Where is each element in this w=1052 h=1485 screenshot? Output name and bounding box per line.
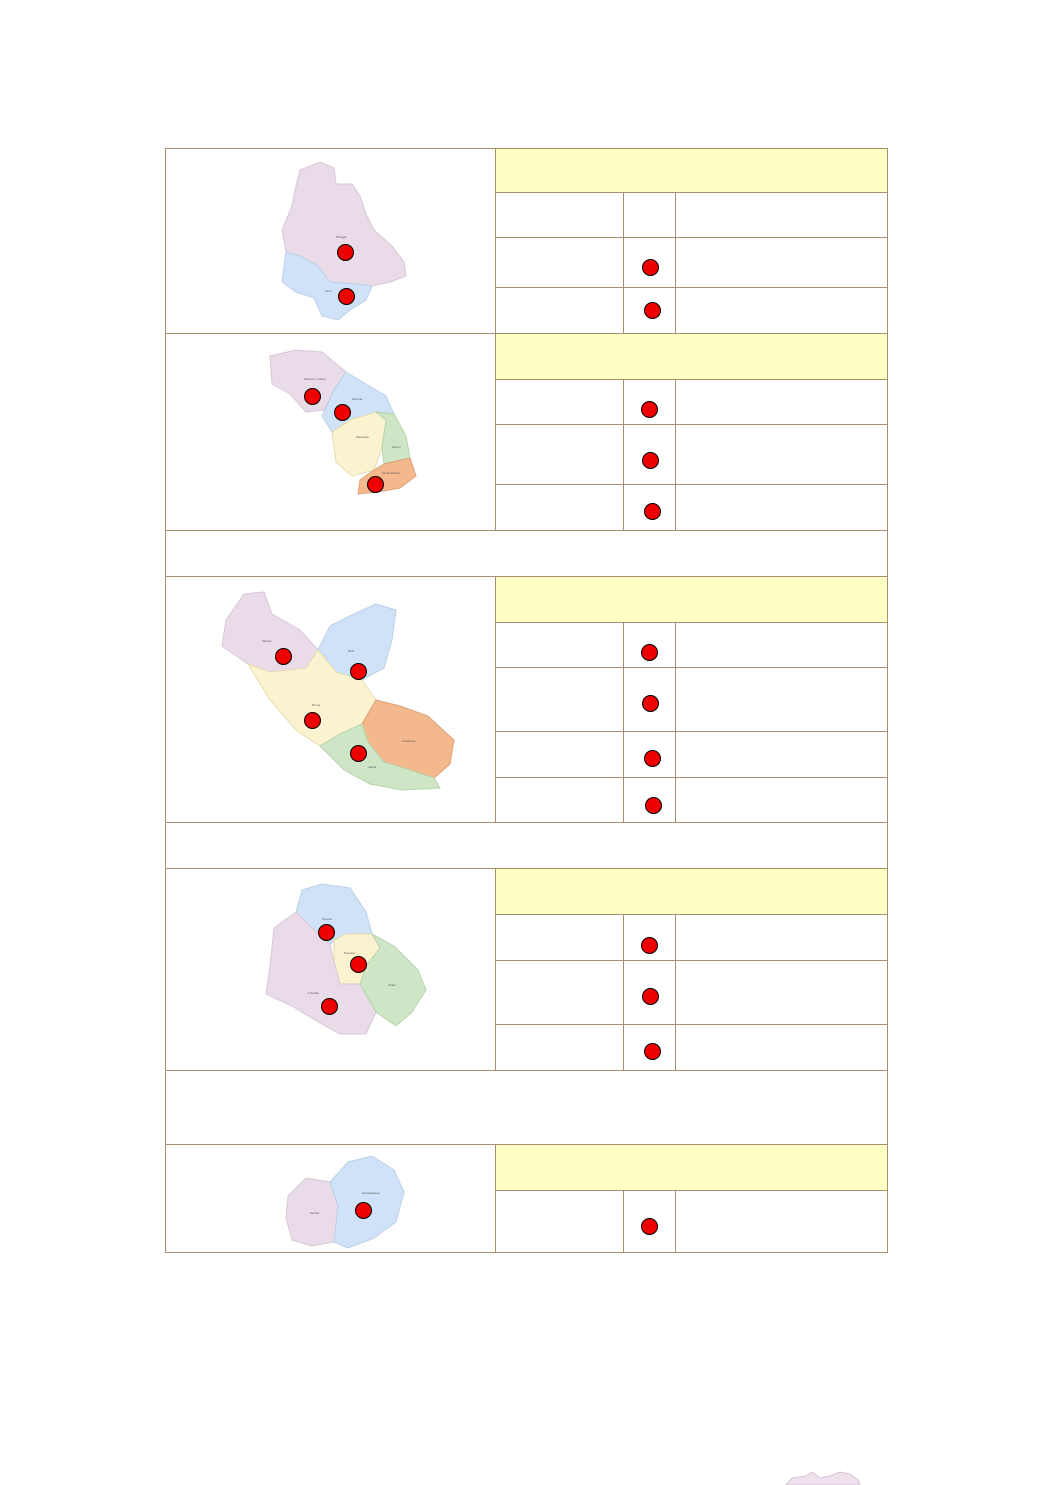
notes-cell bbox=[675, 237, 888, 288]
map-location-marker bbox=[321, 998, 338, 1015]
map-label: Terni bbox=[325, 289, 332, 293]
map-label: Campobasso bbox=[362, 1191, 380, 1195]
notes-cell bbox=[675, 287, 888, 334]
map-abruzzo: Teramo Pescara L'Aquila Chieti bbox=[265, 883, 427, 1035]
province-area-latina bbox=[319, 723, 441, 791]
province-name-cell bbox=[495, 424, 624, 485]
region-header-row bbox=[495, 576, 888, 623]
map-lazio: Viterbo Rieti Roma Frosinone Latina bbox=[221, 591, 455, 791]
map-label: Pesaro e Urbino bbox=[304, 377, 326, 381]
map-location-marker bbox=[350, 956, 367, 973]
province-area-chieti bbox=[359, 932, 427, 1027]
notes-cell bbox=[675, 731, 888, 778]
province-name-cell bbox=[495, 484, 624, 531]
red-indicator-dot bbox=[642, 988, 659, 1005]
full-width-row bbox=[165, 822, 888, 869]
map-location-marker bbox=[318, 924, 335, 941]
map-location-marker bbox=[334, 404, 351, 421]
map-label: Viterbo bbox=[262, 639, 272, 643]
map-label: Ancona bbox=[352, 397, 363, 401]
map-label: Teramo bbox=[322, 917, 332, 921]
map-label: Isernia bbox=[310, 1211, 319, 1215]
red-indicator-dot bbox=[642, 259, 659, 276]
map-label: Fermo bbox=[392, 445, 401, 449]
map-label: Pescara bbox=[344, 951, 355, 955]
notes-cell bbox=[675, 1024, 888, 1071]
province-name-cell bbox=[495, 1024, 624, 1071]
province-name-cell bbox=[495, 777, 624, 823]
red-indicator-dot bbox=[641, 937, 658, 954]
red-indicator-dot bbox=[644, 302, 661, 319]
map-location-marker bbox=[367, 476, 384, 493]
province-name-cell bbox=[495, 237, 624, 288]
red-indicator-dot bbox=[641, 644, 658, 661]
map-location-marker bbox=[338, 288, 355, 305]
map-label: Perugia bbox=[336, 235, 347, 239]
map-location-marker bbox=[304, 712, 321, 729]
full-width-row bbox=[165, 1070, 888, 1145]
province-area-perugia bbox=[281, 161, 407, 287]
map-label: Latina bbox=[368, 765, 377, 769]
logo-fragment bbox=[785, 1471, 861, 1485]
map-location-marker bbox=[355, 1202, 372, 1219]
map-label: Frosinone bbox=[402, 739, 416, 743]
map-marche: Pesaro e Urbino Ancona Macerata Fermo As… bbox=[269, 349, 417, 495]
red-indicator-dot bbox=[644, 1043, 661, 1060]
red-indicator-dot bbox=[642, 452, 659, 469]
province-name-cell bbox=[495, 1190, 624, 1253]
map-label: Ascoli Piceno bbox=[382, 471, 400, 475]
map-location-marker bbox=[275, 648, 292, 665]
red-indicator-dot bbox=[644, 503, 661, 520]
province-name-cell bbox=[495, 914, 624, 961]
map-label: Rieti bbox=[348, 649, 354, 653]
map-molise: Isernia Campobasso bbox=[285, 1155, 405, 1249]
notes-cell bbox=[675, 424, 888, 485]
region-header-row bbox=[495, 148, 888, 193]
map-label: L'Aquila bbox=[308, 991, 319, 995]
red-indicator-dot bbox=[642, 695, 659, 712]
notes-cell bbox=[675, 1190, 888, 1253]
province-name-cell bbox=[495, 287, 624, 334]
red-indicator-dot bbox=[644, 750, 661, 767]
map-location-marker bbox=[337, 244, 354, 261]
map-label: Roma bbox=[312, 703, 320, 707]
map-location-marker bbox=[350, 663, 367, 680]
region-header-row bbox=[495, 333, 888, 380]
red-indicator-dot bbox=[641, 401, 658, 418]
province-area-viterbo bbox=[221, 591, 319, 673]
notes-cell bbox=[675, 622, 888, 668]
map-location-marker bbox=[350, 745, 367, 762]
map-label: Macerata bbox=[356, 435, 369, 439]
red-indicator-dot bbox=[641, 1218, 658, 1235]
region-header-row bbox=[495, 1144, 888, 1191]
red-indicator-dot bbox=[645, 797, 662, 814]
map-location-marker bbox=[304, 388, 321, 405]
map-label: Chieti bbox=[388, 983, 396, 987]
province-name-cell bbox=[495, 667, 624, 732]
